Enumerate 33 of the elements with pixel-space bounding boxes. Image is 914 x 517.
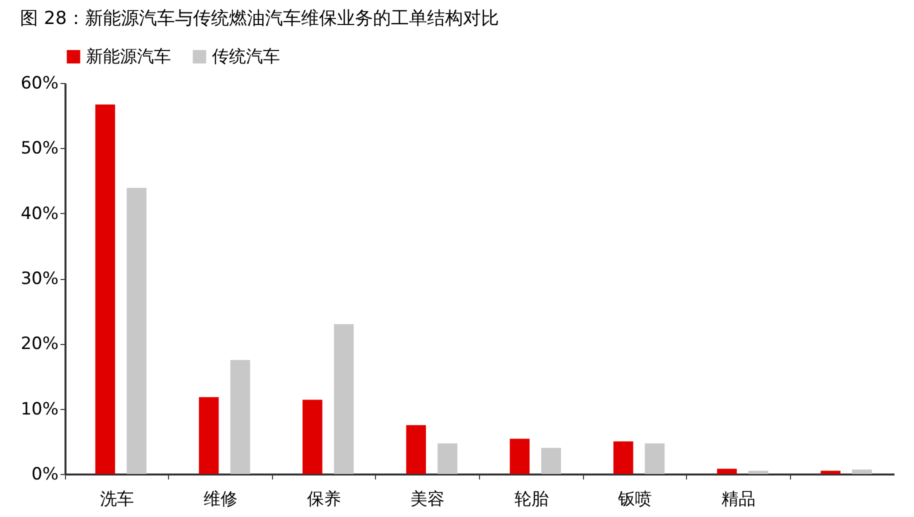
bar: [438, 443, 458, 474]
bar: [198, 397, 219, 474]
bar: [126, 188, 146, 474]
y-tick-label: 30%: [20, 269, 58, 289]
bar: [717, 468, 737, 474]
bar: [230, 360, 250, 474]
bar: [748, 470, 768, 474]
bar: [302, 400, 322, 474]
y-tick-label: 50%: [20, 138, 58, 159]
x-tick-label: 精品: [722, 490, 756, 510]
y-tick-label: 10%: [20, 399, 58, 420]
bar: [820, 470, 840, 474]
bar: [334, 324, 354, 474]
x-tick-label: 轮胎: [514, 490, 548, 510]
chart-title: 图 28：新能源汽车与传统燃油汽车维保业务的工单结构对比: [20, 8, 499, 29]
y-tick-label: 60%: [20, 74, 58, 94]
x-tick-label: 保养: [307, 490, 342, 510]
x-tick-label: 美容: [410, 490, 445, 510]
y-tick-label: 40%: [20, 204, 58, 224]
bar: [510, 438, 530, 474]
y-tick-label: 20%: [20, 334, 58, 354]
bar: [541, 448, 561, 474]
legend-label: 传统汽车: [212, 46, 280, 67]
bar: [406, 425, 426, 474]
bar: [95, 104, 116, 474]
legend-label: 新能源汽车: [86, 46, 171, 67]
x-tick-label: 钣喷: [616, 490, 652, 510]
x-tick-label: 洗车: [100, 490, 134, 510]
bar: [613, 441, 634, 474]
bar: [852, 469, 872, 474]
y-tick-label: 0%: [32, 464, 58, 484]
x-tick-label: 维修: [203, 490, 238, 510]
bar: [644, 443, 665, 474]
